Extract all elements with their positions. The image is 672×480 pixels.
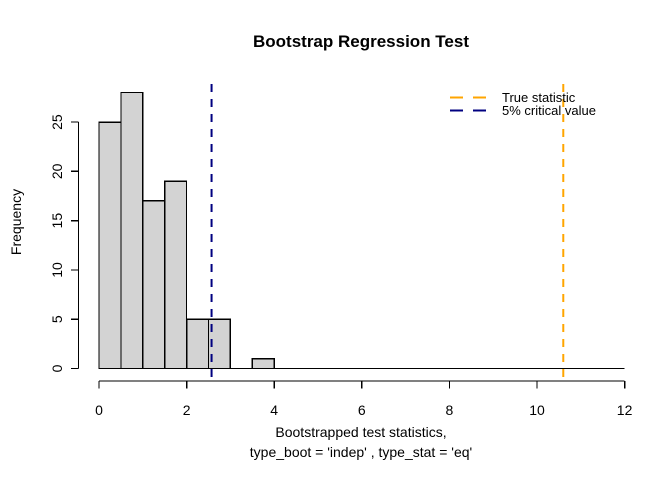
x-axis-tick-label: 12 bbox=[617, 402, 633, 418]
x-axis-label-line2: type_boot = 'indep' , type_stat = 'eq' bbox=[249, 444, 473, 460]
y-axis-tick-label: 20 bbox=[49, 163, 65, 179]
legend-label: 5% critical value bbox=[502, 103, 596, 118]
x-axis-tick-label: 6 bbox=[358, 402, 366, 418]
y-axis-tick-label: 10 bbox=[49, 262, 65, 278]
y-axis-tick-label: 25 bbox=[49, 114, 65, 130]
chart-title: Bootstrap Regression Test bbox=[252, 32, 470, 51]
legend-entry: True statistic bbox=[450, 91, 596, 104]
legend-label: True statistic bbox=[502, 90, 576, 105]
x-axis-label-line1: Bootstrapped test statistics, bbox=[275, 424, 447, 440]
legend-entry: 5% critical value bbox=[450, 104, 596, 117]
x-axis-tick-label: 0 bbox=[95, 402, 103, 418]
y-axis-tick-label: 5 bbox=[49, 315, 65, 323]
histogram-bar bbox=[251, 357, 275, 370]
histogram-bar bbox=[164, 180, 188, 370]
histogram-bar bbox=[185, 318, 210, 370]
histogram-bar bbox=[98, 121, 122, 370]
y-axis-tick-label: 15 bbox=[49, 213, 65, 229]
legend-line-sample bbox=[450, 109, 486, 112]
legend-line-sample bbox=[450, 96, 486, 99]
legend: True statistic 5% critical value bbox=[450, 91, 596, 117]
x-axis-tick-label: 2 bbox=[183, 402, 191, 418]
x-axis-tick-label: 10 bbox=[529, 402, 545, 418]
x-axis-tick-label: 4 bbox=[270, 402, 278, 418]
histogram-bar bbox=[120, 91, 144, 370]
y-axis-label: Frequency bbox=[8, 188, 24, 256]
histogram-bar bbox=[142, 200, 166, 370]
x-axis-tick-label: 8 bbox=[446, 402, 454, 418]
y-axis-tick-label: 0 bbox=[49, 364, 65, 372]
